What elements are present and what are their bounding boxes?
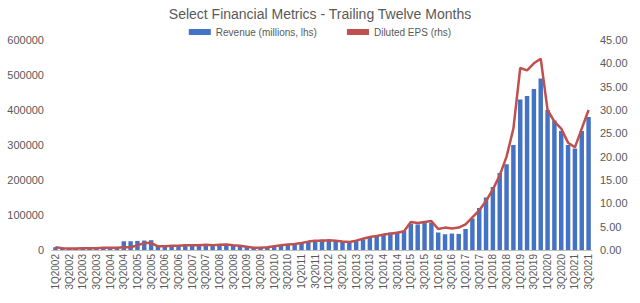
svg-text:1Q2018: 1Q2018 xyxy=(487,254,498,290)
svg-text:3Q2002: 3Q2002 xyxy=(64,254,75,290)
svg-text:300000: 300000 xyxy=(7,139,44,151)
svg-text:500000: 500000 xyxy=(7,69,44,81)
svg-text:3Q2014: 3Q2014 xyxy=(392,254,403,290)
svg-text:3Q2007: 3Q2007 xyxy=(200,254,211,290)
svg-text:1Q2010: 1Q2010 xyxy=(269,254,280,290)
svg-text:600000: 600000 xyxy=(7,34,44,46)
svg-text:1Q2012: 1Q2012 xyxy=(323,254,334,290)
svg-text:1Q2014: 1Q2014 xyxy=(378,254,389,290)
svg-text:3Q2016: 3Q2016 xyxy=(446,254,457,290)
svg-text:1Q2003: 1Q2003 xyxy=(77,254,88,290)
svg-text:Diluted EPS (rhs): Diluted EPS (rhs) xyxy=(374,27,451,38)
svg-text:1Q2011: 1Q2011 xyxy=(296,254,307,289)
svg-text:1Q2006: 1Q2006 xyxy=(159,254,170,290)
svg-text:30.00: 30.00 xyxy=(600,104,628,116)
svg-text:3Q2013: 3Q2013 xyxy=(364,254,375,290)
svg-text:5.00: 5.00 xyxy=(600,221,621,233)
svg-text:3Q2019: 3Q2019 xyxy=(528,254,539,290)
svg-text:1Q2015: 1Q2015 xyxy=(405,254,416,290)
svg-text:1Q2013: 1Q2013 xyxy=(351,254,362,290)
svg-text:3Q2005: 3Q2005 xyxy=(146,254,157,290)
svg-text:3Q2012: 3Q2012 xyxy=(337,254,348,290)
svg-text:1Q2020: 1Q2020 xyxy=(542,254,553,290)
svg-text:1Q2004: 1Q2004 xyxy=(105,254,116,290)
svg-text:0.00: 0.00 xyxy=(600,244,621,256)
svg-text:3Q2020: 3Q2020 xyxy=(556,254,567,290)
svg-text:3Q2004: 3Q2004 xyxy=(118,254,129,290)
svg-text:20.00: 20.00 xyxy=(600,151,628,163)
svg-text:Revenue (millions, lhs): Revenue (millions, lhs) xyxy=(216,27,317,38)
svg-text:1Q2016: 1Q2016 xyxy=(433,254,444,290)
svg-text:3Q2006: 3Q2006 xyxy=(173,254,184,290)
svg-text:0: 0 xyxy=(38,244,44,256)
svg-text:1Q2008: 1Q2008 xyxy=(214,254,225,290)
svg-text:3Q2017: 3Q2017 xyxy=(474,254,485,290)
svg-text:3Q2021: 3Q2021 xyxy=(583,254,594,290)
svg-text:3Q2009: 3Q2009 xyxy=(255,254,266,290)
svg-text:400000: 400000 xyxy=(7,104,44,116)
svg-text:100000: 100000 xyxy=(7,209,44,221)
svg-text:Select Financial Metrics - Tra: Select Financial Metrics - Trailing Twel… xyxy=(169,6,471,22)
svg-text:3Q2018: 3Q2018 xyxy=(501,254,512,290)
svg-text:3Q2008: 3Q2008 xyxy=(228,254,239,290)
svg-text:1Q2009: 1Q2009 xyxy=(241,254,252,290)
svg-text:1Q2021: 1Q2021 xyxy=(569,254,580,290)
svg-text:1Q2007: 1Q2007 xyxy=(187,254,198,290)
svg-text:3Q2010: 3Q2010 xyxy=(282,254,293,290)
svg-text:1Q2017: 1Q2017 xyxy=(460,254,471,290)
svg-text:200000: 200000 xyxy=(7,174,44,186)
svg-text:15.00: 15.00 xyxy=(600,174,628,186)
svg-text:1Q2002: 1Q2002 xyxy=(50,254,61,290)
svg-text:10.00: 10.00 xyxy=(600,197,628,209)
svg-text:45.00: 45.00 xyxy=(600,34,628,46)
svg-text:40.00: 40.00 xyxy=(600,57,628,69)
svg-text:1Q2019: 1Q2019 xyxy=(515,254,526,290)
svg-text:35.00: 35.00 xyxy=(600,81,628,93)
svg-text:3Q2003: 3Q2003 xyxy=(91,254,102,290)
svg-text:3Q2015: 3Q2015 xyxy=(419,254,430,290)
svg-text:3Q2011: 3Q2011 xyxy=(310,254,321,289)
svg-text:25.00: 25.00 xyxy=(600,127,628,139)
svg-text:1Q2005: 1Q2005 xyxy=(132,254,143,290)
